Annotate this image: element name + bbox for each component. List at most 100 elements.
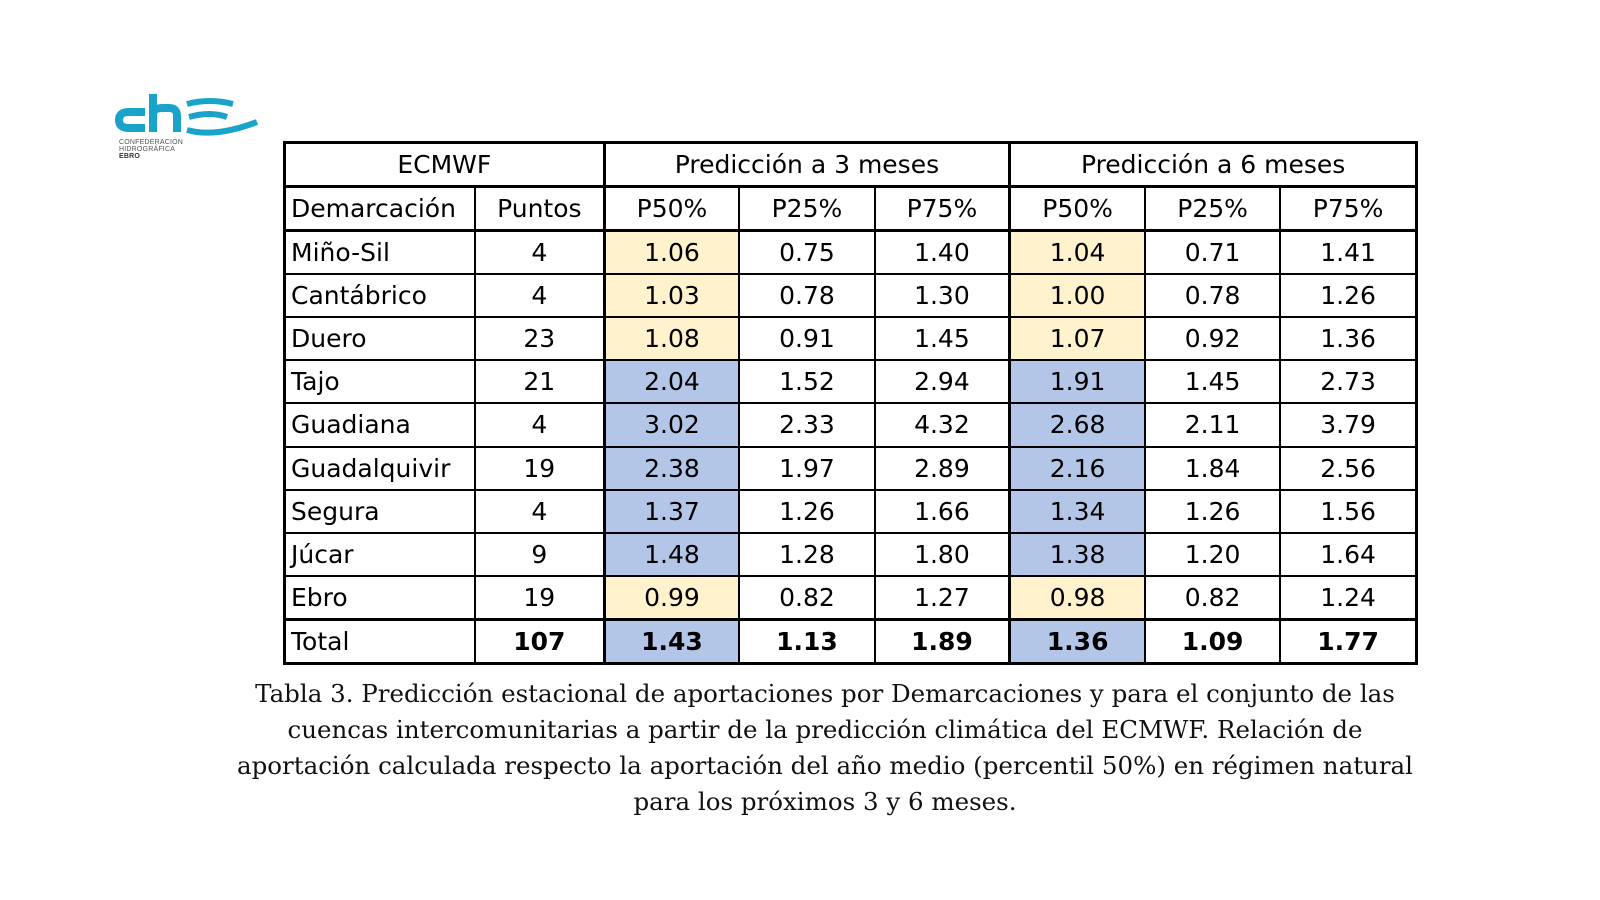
p50-3m-cell: 1.06: [603, 229, 741, 276]
caption-line-3: aportación calculada respecto la aportac…: [237, 751, 1413, 780]
p25-3m-cell: 1.97: [738, 445, 876, 491]
p75-6m-cell: 1.56: [1279, 488, 1418, 534]
p25-3m-cell: 2.33: [738, 402, 876, 448]
p25-6m-cell: 1.09: [1143, 617, 1282, 665]
column-header-6m-p75: P75%: [1279, 185, 1418, 233]
p75-3m-cell: 4.32: [873, 402, 1012, 448]
caption-line-4: para los próximos 3 y 6 meses.: [633, 787, 1017, 816]
p50-6m-cell: 1.00: [1008, 273, 1146, 319]
table-row: Guadiana 4 3.02 2.33 4.32 2.68 2.11 3.79: [283, 402, 1418, 448]
logo-line-1: CONFEDERACIÓN: [119, 139, 184, 146]
demarcacion-cell: Guadalquivir: [283, 445, 477, 491]
p75-6m-cell: 1.36: [1279, 316, 1418, 362]
caption-line-2: cuencas intercomunitarias a partir de la…: [287, 715, 1363, 744]
puntos-cell: 107: [474, 617, 606, 665]
p50-3m-cell: 1.03: [603, 273, 741, 319]
p75-3m-cell: 2.94: [873, 359, 1012, 405]
p75-6m-cell: 1.24: [1279, 574, 1418, 621]
puntos-cell: 4: [474, 488, 606, 534]
p75-3m-cell: 1.66: [873, 488, 1012, 534]
p25-6m-cell: 1.26: [1143, 488, 1282, 534]
p50-6m-cell: 1.38: [1008, 531, 1146, 577]
p75-6m-cell: 2.56: [1279, 445, 1418, 491]
demarcacion-cell: Ebro: [283, 574, 477, 621]
p50-6m-cell: 1.36: [1008, 617, 1146, 665]
group-header-6-months: Predicción a 6 meses: [1008, 141, 1418, 189]
group-header-ecmwf: ECMWF: [283, 141, 606, 189]
column-header-demarcacion: Demarcación: [283, 185, 477, 233]
column-header-row: Demarcación Puntos P50% P25% P75% P50% P…: [283, 185, 1418, 233]
puntos-cell: 9: [474, 531, 606, 577]
demarcacion-cell: Cantábrico: [283, 273, 477, 319]
p25-6m-cell: 0.82: [1143, 574, 1282, 621]
p25-6m-cell: 1.45: [1143, 359, 1282, 405]
p50-6m-cell: 1.04: [1008, 229, 1146, 276]
demarcacion-cell: Segura: [283, 488, 477, 534]
p50-3m-cell: 1.48: [603, 531, 741, 577]
puntos-cell: 4: [474, 229, 606, 276]
demarcacion-cell: Júcar: [283, 531, 477, 577]
p50-3m-cell: 0.99: [603, 574, 741, 621]
forecast-table: ECMWF Predicción a 3 meses Predicción a …: [283, 141, 1418, 665]
p25-6m-cell: 1.84: [1143, 445, 1282, 491]
column-header-6m-p50: P50%: [1008, 185, 1146, 233]
demarcacion-cell: Duero: [283, 316, 477, 362]
demarcacion-cell: Miño-Sil: [283, 229, 477, 276]
p50-3m-cell: 3.02: [603, 402, 741, 448]
p75-6m-cell: 2.73: [1279, 359, 1418, 405]
table-row: Cantábrico 4 1.03 0.78 1.30 1.00 0.78 1.26: [283, 273, 1418, 319]
puntos-cell: 21: [474, 359, 606, 405]
p25-3m-cell: 1.52: [738, 359, 876, 405]
p75-3m-cell: 2.89: [873, 445, 1012, 491]
table-row: Tajo 21 2.04 1.52 2.94 1.91 1.45 2.73: [283, 359, 1418, 405]
logo-line-3: EBRO: [119, 153, 141, 160]
p25-3m-cell: 0.75: [738, 229, 876, 276]
p75-6m-cell: 1.77: [1279, 617, 1418, 665]
p25-6m-cell: 0.78: [1143, 273, 1282, 319]
p25-6m-cell: 1.20: [1143, 531, 1282, 577]
puntos-cell: 19: [474, 574, 606, 621]
table-caption: Tabla 3. Predicción estacional de aporta…: [200, 676, 1450, 820]
p75-6m-cell: 3.79: [1279, 402, 1418, 448]
p25-3m-cell: 0.78: [738, 273, 876, 319]
column-header-puntos: Puntos: [474, 185, 606, 233]
p25-6m-cell: 0.71: [1143, 229, 1282, 276]
puntos-cell: 4: [474, 402, 606, 448]
p50-3m-cell: 2.38: [603, 445, 741, 491]
p50-3m-cell: 1.08: [603, 316, 741, 362]
p75-6m-cell: 1.41: [1279, 229, 1418, 276]
demarcacion-cell: Guadiana: [283, 402, 477, 448]
p50-6m-cell: 1.91: [1008, 359, 1146, 405]
table-row: Guadalquivir 19 2.38 1.97 2.89 2.16 1.84 2.56: [283, 445, 1418, 491]
p75-6m-cell: 1.26: [1279, 273, 1418, 319]
table-row: Segura 4 1.37 1.26 1.66 1.34 1.26 1.56: [283, 488, 1418, 534]
table-row: Júcar 9 1.48 1.28 1.80 1.38 1.20 1.64: [283, 531, 1418, 577]
p50-3m-cell: 1.37: [603, 488, 741, 534]
p25-6m-cell: 2.11: [1143, 402, 1282, 448]
p25-3m-cell: 1.28: [738, 531, 876, 577]
demarcacion-cell: Total: [283, 617, 477, 665]
column-header-3m-p50: P50%: [603, 185, 741, 233]
che-logo: CONFEDERACIÓN HIDROGRÁFICA EBRO: [115, 92, 265, 172]
p75-3m-cell: 1.45: [873, 316, 1012, 362]
p75-3m-cell: 1.30: [873, 273, 1012, 319]
caption-line-1: Tabla 3. Predicción estacional de aporta…: [255, 679, 1395, 708]
p75-3m-cell: 1.89: [873, 617, 1012, 665]
p75-3m-cell: 1.27: [873, 574, 1012, 621]
demarcacion-cell: Tajo: [283, 359, 477, 405]
p25-3m-cell: 0.82: [738, 574, 876, 621]
p75-3m-cell: 1.40: [873, 229, 1012, 276]
p25-6m-cell: 0.92: [1143, 316, 1282, 362]
puntos-cell: 19: [474, 445, 606, 491]
che-logo-mark: [115, 94, 259, 136]
puntos-cell: 4: [474, 273, 606, 319]
logo-caption: CONFEDERACIÓN HIDROGRÁFICA EBRO: [119, 139, 183, 160]
column-header-6m-p25: P25%: [1143, 185, 1282, 233]
table-row: Ebro 19 0.99 0.82 1.27 0.98 0.82 1.24: [283, 574, 1418, 621]
table-row: Duero 23 1.08 0.91 1.45 1.07 0.92 1.36: [283, 316, 1418, 362]
p50-3m-cell: 2.04: [603, 359, 741, 405]
p75-6m-cell: 1.64: [1279, 531, 1418, 577]
p25-3m-cell: 1.13: [738, 617, 876, 665]
total-row: Total 107 1.43 1.13 1.89 1.36 1.09 1.77: [283, 617, 1418, 665]
p25-3m-cell: 0.91: [738, 316, 876, 362]
